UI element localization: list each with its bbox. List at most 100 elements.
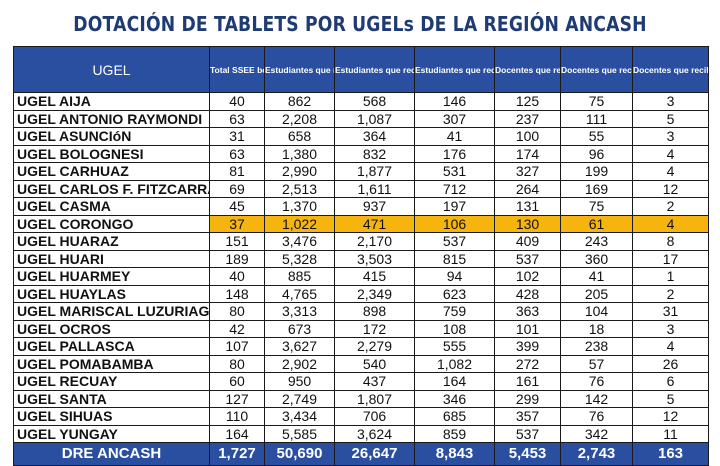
table-cell: 2,349: [334, 284, 415, 303]
table-cell: 363: [494, 302, 561, 321]
table-cell: 471: [334, 214, 415, 233]
table-cell: 2,279: [334, 337, 415, 356]
column-header-students-tablets: Estudiantes que recibirian tablets: [264, 46, 335, 93]
table-cell: 428: [494, 284, 561, 303]
table-cell: 238: [560, 337, 633, 356]
table-row: UGEL OCROS 42 673 172 108 101 18 3: [13, 319, 709, 338]
table-cell: 4,765: [264, 284, 335, 303]
table-cell: 161: [494, 372, 561, 391]
ugel-name-cell: UGEL HUARMEY: [13, 267, 210, 286]
table-row: UGEL SANTA 127 2,749 1,807 346 299 142 5: [13, 389, 709, 408]
table-cell: 1,370: [264, 197, 335, 216]
table-cell: 342: [560, 424, 633, 443]
table-cell: 176: [414, 144, 495, 163]
table-cell: 164: [209, 424, 265, 443]
table-row: UGEL HUARI 189 5,328 3,503 815 537 360 17: [13, 249, 709, 268]
ugel-name-cell: UGEL POMABAMBA: [13, 354, 210, 373]
table-cell: 125: [494, 92, 561, 111]
table-cell: 106: [414, 214, 495, 233]
table-cell: 60: [209, 372, 265, 391]
total-cell: 8,843: [414, 442, 495, 466]
table-cell: 6: [632, 372, 709, 391]
ugel-name-cell: UGEL OCROS: [13, 319, 210, 338]
table-cell: 3: [632, 92, 709, 111]
table-cell: 172: [334, 319, 415, 338]
table-cell: 299: [494, 389, 561, 408]
table-row: UGEL AIJA 40 862 568 146 125 75 3: [13, 92, 709, 111]
table-cell: 859: [414, 424, 495, 443]
table-cell: 31: [632, 302, 709, 321]
table-row: UGEL CARLOS F. FITZCARRALD692,5131,61171…: [13, 179, 709, 198]
table-cell: 18: [560, 319, 633, 338]
table-cell: 189: [209, 249, 265, 268]
table-row: UGEL ANTONIO RAYMONDI 63 2,208 1,087 307 237 1…: [13, 109, 709, 128]
table-cell: 2,749: [264, 389, 335, 408]
table-cell: 360: [560, 249, 633, 268]
table-cell: 862: [264, 92, 335, 111]
table-cell: 950: [264, 372, 335, 391]
table-body: UGEL AIJA 40 862 568 146 125 75 3 UGEL ANTONIO R…: [13, 92, 709, 443]
table-cell: 568: [334, 92, 415, 111]
column-header-students-internet: Estudiantes que recibirian tablets con i…: [334, 46, 415, 93]
table-cell: 151: [209, 232, 265, 251]
table-cell: 12: [632, 179, 709, 198]
table-cell: 3,624: [334, 424, 415, 443]
table-cell: 658: [264, 127, 335, 146]
table-cell: 8: [632, 232, 709, 251]
table-cell: 555: [414, 337, 495, 356]
table-cell: 2,902: [264, 354, 335, 373]
table-row: UGEL HUARMEY 40 885 415 94 102 41 1: [13, 267, 709, 286]
table-cell: 3: [632, 127, 709, 146]
table-cell: 5,585: [264, 424, 335, 443]
table-cell: 17: [632, 249, 709, 268]
table-cell: 1: [632, 267, 709, 286]
table-cell: 937: [334, 197, 415, 216]
table-cell: 237: [494, 109, 561, 128]
table-cell: 80: [209, 354, 265, 373]
total-row: DRE ANCASH 1,727 50,690 26,647 8,843 5,4…: [13, 442, 709, 466]
table-cell: 169: [560, 179, 633, 198]
column-header-teachers-tablets: Docentes que recibirian tablets: [494, 46, 561, 93]
table-cell: 75: [560, 92, 633, 111]
table-cell: 148: [209, 284, 265, 303]
ugel-name-cell: UGEL MARISCAL LUZURIAGA: [13, 302, 210, 321]
table-cell: 537: [414, 232, 495, 251]
table-cell: 174: [494, 144, 561, 163]
table-cell: 759: [414, 302, 495, 321]
table-cell: 40: [209, 267, 265, 286]
table-cell: 3: [632, 319, 709, 338]
ugel-name-cell: UGEL HUARI: [13, 249, 210, 268]
total-cell: 26,647: [334, 442, 415, 466]
ugel-name-cell: UGEL BOLOGNESI: [13, 144, 210, 163]
table-cell: 76: [560, 372, 633, 391]
ugel-name-cell: UGEL YUNGAY: [13, 424, 210, 443]
table-cell: 142: [560, 389, 633, 408]
total-cell: 2,743: [560, 442, 633, 466]
table-cell: 2,208: [264, 109, 335, 128]
table-cell: 357: [494, 407, 561, 426]
table-cell: 1,877: [334, 162, 415, 181]
table-cell: 101: [494, 319, 561, 338]
ugel-name-cell: UGEL CASMA: [13, 197, 210, 216]
table-cell: 4: [632, 162, 709, 181]
total-cell: 5,453: [494, 442, 561, 466]
table-cell: 41: [560, 267, 633, 286]
table-cell: 11: [632, 424, 709, 443]
table-cell: 346: [414, 389, 495, 408]
table-cell: 2: [632, 284, 709, 303]
table-cell: 96: [560, 144, 633, 163]
tablets-table: UGEL Total SSEE beneficiarios Estudiante…: [13, 46, 709, 466]
table-cell: 131: [494, 197, 561, 216]
table-row: UGEL ASUNCIóN 31 658 364 41 100 55 3: [13, 127, 709, 146]
total-cell: 50,690: [264, 442, 335, 466]
table-cell: 1,380: [264, 144, 335, 163]
table-cell: 3,627: [264, 337, 335, 356]
table-cell: 2,990: [264, 162, 335, 181]
table-cell: 706: [334, 407, 415, 426]
table-cell: 437: [334, 372, 415, 391]
table-cell: 40: [209, 92, 265, 111]
table-row: UGEL PALLASCA 107 3,627 2,279 555 399 238 4: [13, 337, 709, 356]
table-cell: 415: [334, 267, 415, 286]
table-row: UGEL HUAYLAS 148 4,765 2,349 623 428 205 2: [13, 284, 709, 303]
table-cell: 885: [264, 267, 335, 286]
